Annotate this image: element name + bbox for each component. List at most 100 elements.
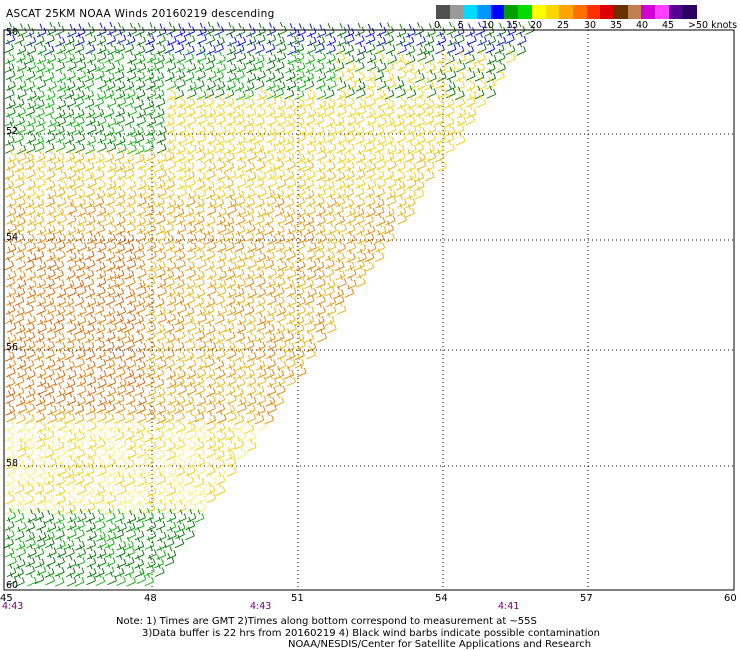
wind-barb	[396, 148, 406, 163]
wind-barb	[377, 131, 387, 146]
wind-barb	[104, 85, 115, 100]
wind-barb	[124, 39, 135, 54]
wind-barb	[334, 285, 344, 299]
wind-barb	[285, 204, 296, 218]
wind-barb	[124, 239, 135, 254]
wind-barb	[84, 274, 95, 288]
wind-barb	[336, 157, 346, 172]
wind-barb	[25, 66, 36, 81]
wind-barb	[34, 185, 45, 200]
wind-barb	[115, 249, 125, 263]
wind-barb	[34, 481, 45, 495]
wind-barb	[144, 572, 155, 587]
wind-barb	[57, 462, 67, 477]
wind-barb	[154, 465, 165, 479]
wind-barb	[15, 112, 25, 127]
wind-barb	[436, 31, 447, 46]
wind-barb	[75, 86, 85, 101]
wind-barb	[86, 564, 97, 578]
wind-barb	[6, 507, 17, 522]
wind-barb	[36, 562, 47, 576]
wind-barb	[95, 509, 105, 524]
wind-barb	[224, 228, 235, 243]
wind-barb	[206, 158, 216, 173]
wind-barb	[214, 194, 225, 209]
wind-barb	[394, 113, 405, 128]
wind-barb	[125, 285, 136, 299]
wind-barb	[17, 463, 27, 477]
wind-barb	[45, 30, 55, 45]
wind-barb	[25, 77, 36, 91]
wind-barb	[87, 312, 97, 326]
wind-barb	[26, 417, 37, 432]
wind-barb	[156, 247, 167, 262]
wind-barb	[95, 220, 106, 235]
wind-barb	[75, 445, 85, 459]
wind-barb	[166, 257, 177, 272]
wind-barb	[116, 93, 127, 108]
wind-barb	[105, 311, 116, 325]
wind-barb	[24, 51, 35, 65]
wind-barb	[85, 22, 95, 37]
wind-barb	[154, 57, 165, 72]
wind-barb	[87, 435, 97, 450]
wind-barb	[235, 140, 246, 155]
wind-barb	[175, 392, 186, 406]
wind-barb	[6, 266, 17, 281]
wind-barb	[25, 390, 36, 405]
wind-barb	[374, 166, 385, 181]
wind-barb	[246, 104, 257, 118]
wind-barb	[127, 401, 137, 416]
wind-barb	[435, 75, 446, 90]
lat-label: 56	[6, 342, 19, 353]
wind-barb	[15, 320, 26, 335]
wind-barb	[186, 186, 197, 200]
legend-swatch	[559, 5, 574, 19]
wind-barb	[215, 482, 226, 496]
wind-barb	[136, 338, 147, 353]
wind-barb	[236, 33, 246, 47]
wind-barb	[385, 229, 395, 243]
wind-barb	[146, 383, 157, 397]
wind-barb	[165, 418, 175, 432]
wind-barb	[234, 384, 244, 398]
wind-barb	[85, 401, 96, 416]
wind-barb	[325, 113, 336, 128]
wind-barb	[316, 212, 326, 227]
wind-barb	[395, 32, 406, 46]
wind-barb	[254, 130, 265, 144]
wind-barb	[476, 49, 486, 64]
wind-barb	[105, 328, 116, 342]
wind-barb	[375, 40, 385, 55]
wind-barb	[246, 69, 257, 83]
wind-barb	[187, 85, 197, 99]
wind-barb	[85, 391, 95, 405]
wind-barb	[185, 167, 195, 181]
wind-barb	[327, 221, 337, 236]
wind-barb	[136, 165, 147, 180]
wind-barb	[97, 409, 107, 423]
wind-barb	[4, 166, 15, 180]
wind-barb	[6, 77, 16, 91]
wind-barb	[75, 139, 85, 154]
wind-barb	[415, 59, 425, 73]
wind-barb	[275, 320, 286, 335]
wind-barb	[6, 355, 17, 369]
wind-barb	[195, 381, 206, 396]
wind-barb	[115, 77, 126, 92]
wind-barb	[256, 204, 267, 218]
wind-barb	[25, 473, 35, 488]
wind-barb	[166, 104, 177, 118]
wind-barb	[36, 50, 47, 65]
wind-barb	[145, 364, 156, 378]
wind-barb	[246, 168, 257, 182]
wind-barb	[366, 239, 377, 253]
wind-barb	[64, 444, 75, 459]
wind-barb	[6, 462, 16, 477]
wind-barb	[57, 177, 67, 191]
wind-barb	[37, 41, 47, 55]
wind-barb	[376, 22, 387, 37]
wind-barb	[184, 49, 195, 63]
wind-barb	[147, 266, 157, 281]
wind-barb	[265, 239, 276, 253]
